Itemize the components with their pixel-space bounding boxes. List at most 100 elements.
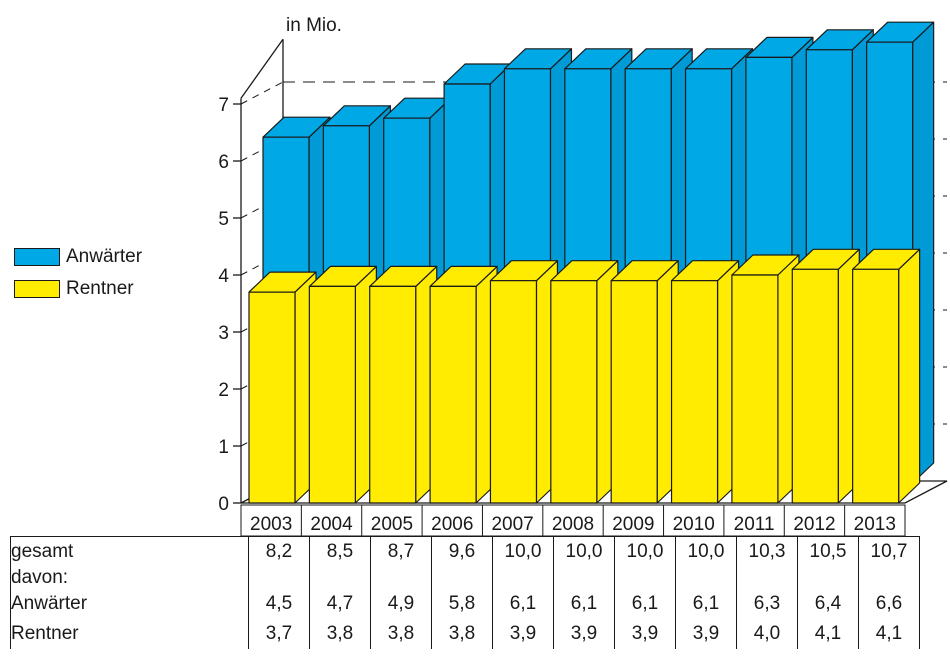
x-tick-label-2007: 2007 bbox=[491, 514, 533, 535]
table-cell bbox=[248, 567, 310, 589]
y-tick-label: 3 bbox=[218, 323, 229, 344]
chart: 0 1 2 3 4 5 6 7 2003 2004 2005 2006 2007 2008 2009 201… bbox=[218, 15, 948, 537]
table-row: Anwärter 4,5 4,7 4,9 5,8 6,1 6,1 6,1 6,1 6,3 6,4 6,… bbox=[10, 589, 920, 619]
table-cell: 3,9 bbox=[614, 619, 676, 649]
table-cell: 10,7 bbox=[858, 536, 920, 567]
bar-rentner-2012-front bbox=[791, 268, 839, 504]
legend-item-rentner: Rentner bbox=[14, 273, 142, 305]
y-tick-label: 7 bbox=[218, 95, 229, 116]
y-tick-labels: 0 1 2 3 4 5 6 7 bbox=[218, 95, 229, 515]
x-tick-label-2004: 2004 bbox=[310, 514, 353, 535]
table-cell bbox=[492, 567, 554, 589]
y-tick-label: 1 bbox=[218, 437, 229, 458]
bar-rentner-2012 bbox=[791, 248, 860, 504]
x-tick-row-border bbox=[240, 504, 906, 537]
table-cell bbox=[614, 567, 676, 589]
bar-rentner-2008-front bbox=[550, 280, 598, 504]
table-row-label: gesamt bbox=[10, 536, 249, 567]
bar-rentner-2006-front bbox=[429, 285, 477, 504]
x-tick-label-2013: 2013 bbox=[854, 514, 896, 535]
bar-rentner-2008 bbox=[550, 260, 619, 504]
y-tick-label: 5 bbox=[218, 209, 229, 230]
table-cell: 6,1 bbox=[492, 589, 554, 619]
bar-rentner-2013-side bbox=[898, 248, 921, 504]
bar-rentner-2007-front bbox=[489, 280, 538, 504]
table-cell bbox=[553, 567, 615, 589]
x-tick-label-2009: 2009 bbox=[612, 514, 654, 535]
bar-rentner-2006 bbox=[429, 265, 498, 504]
table-cell: 6,4 bbox=[797, 589, 859, 619]
table-cell: 4,7 bbox=[309, 589, 371, 619]
table-cell bbox=[797, 567, 859, 589]
legend-label-anwaerter: Anwärter bbox=[66, 246, 143, 267]
table-cell bbox=[370, 567, 432, 589]
table-cell: 4,5 bbox=[248, 589, 310, 619]
table-cell: 6,3 bbox=[736, 589, 798, 619]
table-row-label: davon: bbox=[10, 567, 249, 589]
table-row-label: Rentner bbox=[10, 619, 249, 649]
table-cell: 10,5 bbox=[797, 536, 859, 567]
table-cell: 3,9 bbox=[492, 619, 554, 649]
table-cell: 3,7 bbox=[248, 619, 310, 649]
legend-label-rentner: Rentner bbox=[66, 278, 134, 299]
bar-rentner-2013-front bbox=[852, 268, 900, 504]
x-tick-label-2012: 2012 bbox=[793, 514, 835, 535]
unit-label: in Mio. bbox=[286, 15, 342, 36]
bar-rentner-2003 bbox=[248, 271, 317, 504]
legend-item-anwaerter: Anwärter bbox=[14, 241, 142, 273]
bar-rentner-2009-front bbox=[610, 280, 658, 504]
data-table: gesamt 8,2 8,5 8,7 9,6 10,0 10,0 10,0 10,0 10,3 10… bbox=[10, 536, 920, 649]
table-cell: 8,7 bbox=[370, 536, 432, 567]
table-cell: 8,2 bbox=[248, 536, 310, 567]
y-tick-label: 6 bbox=[218, 152, 229, 173]
table-cell: 3,9 bbox=[553, 619, 615, 649]
bar-rentner-2010-front bbox=[670, 280, 719, 504]
table-cell: 3,9 bbox=[675, 619, 737, 649]
table-cell: 6,1 bbox=[675, 589, 737, 619]
x-tick-label-2006: 2006 bbox=[431, 514, 473, 535]
table-row-label: Anwärter bbox=[10, 589, 249, 619]
table-cell: 10,0 bbox=[614, 536, 676, 567]
table-row: davon: bbox=[10, 567, 920, 589]
table-cell: 10,3 bbox=[736, 536, 798, 567]
x-tick-label-2003: 2003 bbox=[250, 514, 292, 535]
bar-rentner-2005-front bbox=[369, 285, 417, 504]
table-cell bbox=[675, 567, 737, 589]
bar-rentner-2004 bbox=[308, 265, 377, 504]
table-cell: 3,8 bbox=[309, 619, 371, 649]
bar-rentner-2011 bbox=[731, 254, 800, 504]
x-tick-label-2011: 2011 bbox=[734, 514, 775, 535]
table-cell: 6,1 bbox=[553, 589, 615, 619]
table-cell: 8,5 bbox=[309, 536, 371, 567]
depth-line-top bbox=[240, 38, 284, 99]
bars-group bbox=[248, 21, 935, 504]
table-cell: 4,1 bbox=[858, 619, 920, 649]
table-row: gesamt 8,2 8,5 8,7 9,6 10,0 10,0 10,0 10,0 10,3 10… bbox=[10, 536, 920, 567]
bar-rentner-2009 bbox=[610, 260, 679, 504]
table-cell: 4,9 bbox=[370, 589, 432, 619]
bar-rentner-2005 bbox=[369, 265, 438, 504]
table-cell: 10,0 bbox=[553, 536, 615, 567]
bar-rentner-2003-front bbox=[248, 291, 296, 504]
legend-swatch-rentner bbox=[14, 280, 60, 298]
x-tick-label-2005: 2005 bbox=[371, 514, 413, 535]
y-tick-label: 0 bbox=[218, 494, 229, 515]
table-cell bbox=[736, 567, 798, 589]
table-cell: 10,0 bbox=[492, 536, 554, 567]
table-cell: 6,1 bbox=[614, 589, 676, 619]
table-cell bbox=[858, 567, 920, 589]
table-cell: 3,8 bbox=[370, 619, 432, 649]
table-cell: 4,1 bbox=[797, 619, 859, 649]
bar-rentner-2011-front bbox=[731, 274, 779, 504]
grid-depth-line bbox=[240, 81, 284, 105]
table-row: Rentner 3,7 3,8 3,8 3,8 3,9 3,9 3,9 3,9 4,0 4,1 4,1 bbox=[10, 619, 920, 649]
bar-rentner-2007 bbox=[489, 260, 559, 504]
table-cell: 5,8 bbox=[431, 589, 493, 619]
bar-rentner-2004-front bbox=[308, 285, 356, 504]
table-cell bbox=[431, 567, 493, 589]
bar-rentner-2013 bbox=[852, 248, 921, 504]
x-tick-label-2008: 2008 bbox=[552, 514, 594, 535]
table-cell: 3,8 bbox=[431, 619, 493, 649]
x-tick-label-2010: 2010 bbox=[673, 514, 715, 535]
legend: Anwärter Rentner bbox=[14, 241, 142, 305]
